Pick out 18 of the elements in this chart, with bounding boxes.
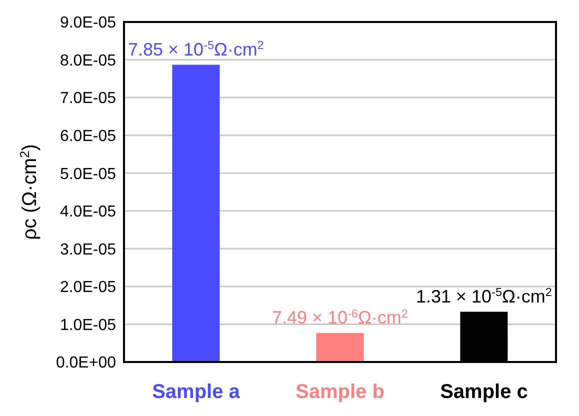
y-tick-label: 6.0E-05 [60, 128, 116, 146]
y-tick-label: 8.0E-05 [60, 52, 116, 70]
y-tick-label: 4.0E-05 [60, 204, 116, 221]
annotation: 7.49 × 10$^{-6}$Ω·cm$^{2}$ [272, 307, 408, 328]
y-tick-label: 7.0E-05 [60, 90, 116, 108]
annotation: 7.85 × 10$^{-5}$Ω·cm$^{2}$ [128, 39, 264, 60]
x-tick-label: Sample c [440, 381, 528, 403]
bar [316, 332, 364, 362]
y-tick-label: 3.0E-05 [60, 241, 116, 258]
y-tick-label: 5.0E-05 [60, 166, 116, 183]
x-tick-label: Sample a [152, 381, 241, 403]
x-tick-label: Sample b [296, 381, 384, 403]
y-tick-label: 9.0E-05 [60, 14, 116, 32]
y-tick-label: 0.0E+00 [56, 354, 116, 372]
annotation: 1.31 × 10$^{-5}$Ω·cm$^{2}$ [416, 286, 552, 307]
y-tick-label: 2.0E-05 [60, 279, 116, 296]
y-tick-label: 1.0E-05 [60, 316, 116, 334]
bar [172, 64, 220, 362]
